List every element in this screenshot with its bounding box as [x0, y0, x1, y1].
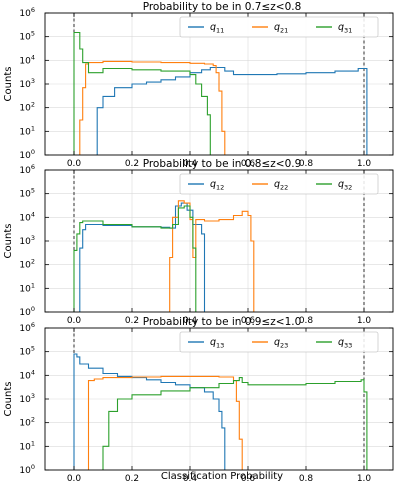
panel-z-0.9-1.0: 0.0 0.2 0.4 0.6 0.8 1.0 100 101 102 103 104 105 106 P… — [3, 316, 394, 484]
y-axis-label: Counts — [3, 67, 14, 102]
y-tick-label: 106 — [19, 321, 35, 334]
x-tick-label: 0.0 — [67, 159, 82, 169]
x-tick-label: 1.0 — [357, 159, 372, 169]
legend-entry-q31: q31 — [338, 22, 352, 35]
x-tick-label: 0.2 — [125, 159, 139, 169]
x-axis-label: Classification Probability — [161, 471, 283, 482]
y-tick-label: 104 — [19, 53, 35, 66]
histogram-q21 — [79, 60, 226, 155]
histogram-q33 — [102, 377, 368, 470]
legend-box — [179, 16, 379, 38]
y-tick-label: 105 — [19, 345, 35, 358]
y-tick-label: 101 — [19, 281, 35, 294]
y-tick-label: 100 — [19, 305, 35, 318]
y-tick-label: 102 — [19, 258, 35, 271]
x-tick-label: 0.2 — [125, 316, 139, 326]
x-tick-label: 0.8 — [299, 474, 314, 484]
y-tick-label: 100 — [19, 148, 35, 161]
legend-entry-q23: q23 — [274, 337, 288, 350]
x-tick-label: 0.0 — [67, 316, 82, 326]
y-tick-label: 105 — [19, 30, 35, 43]
y-tick-label: 102 — [19, 416, 35, 429]
x-tick-label: 0.4 — [183, 159, 198, 169]
histogram-q31 — [73, 31, 211, 155]
legend-entry-q21: q21 — [274, 22, 288, 35]
histogram-q22 — [169, 200, 255, 312]
y-tick-label: 103 — [19, 234, 35, 247]
legend-entry-q11: q11 — [210, 22, 224, 35]
histogram-q32 — [73, 205, 197, 312]
y-tick-label: 106 — [19, 163, 35, 176]
x-tick-label: 0.6 — [241, 159, 256, 169]
panel-title: Probability to be in 0.9≤z<1.0 — [143, 316, 302, 328]
y-axis-label: Counts — [3, 382, 14, 417]
histogram-q11 — [96, 66, 368, 155]
y-tick-label: 100 — [19, 463, 35, 476]
y-tick-label: 104 — [19, 368, 35, 381]
legend-entry-q12: q12 — [210, 179, 224, 192]
legend-box — [179, 331, 379, 353]
panel-title: Probability to be in 0.7≤z<0.8 — [143, 1, 302, 13]
y-tick-label: 101 — [19, 439, 35, 452]
y-tick-label: 102 — [19, 101, 35, 114]
x-tick-label: 0.6 — [241, 474, 256, 484]
x-tick-label: 1.0 — [357, 474, 372, 484]
y-tick-label: 101 — [19, 124, 35, 137]
panel-title: Probability to be in 0.8≤z<0.9 — [143, 158, 302, 170]
x-tick-label: 0.4 — [183, 474, 198, 484]
histogram-q23 — [87, 375, 243, 470]
y-tick-label: 103 — [19, 77, 35, 90]
x-tick-label: 0.2 — [125, 474, 139, 484]
y-axis-label: Counts — [3, 224, 14, 259]
y-tick-label: 105 — [19, 187, 35, 200]
x-tick-label: 0.0 — [67, 474, 82, 484]
legend-entry-q22: q22 — [274, 179, 288, 192]
legend-entry-q32: q32 — [338, 179, 352, 192]
legend-entry-q33: q33 — [338, 337, 352, 350]
x-tick-label: 0.8 — [299, 316, 314, 326]
y-tick-label: 104 — [19, 210, 35, 223]
x-tick-label: 1.0 — [357, 316, 372, 326]
x-tick-label: 0.8 — [299, 159, 314, 169]
legend-entry-q13: q13 — [210, 337, 224, 350]
histogram-q12 — [79, 202, 206, 312]
histogram-q13 — [73, 353, 226, 470]
panel-z-0.8-0.9: 0.0 0.2 0.4 0.6 0.8 1.0 100 101 102 103 104 105 106 P… — [3, 158, 394, 326]
legend-box — [179, 173, 379, 195]
y-tick-label: 103 — [19, 392, 35, 405]
x-tick-label: 0.6 — [241, 316, 256, 326]
x-tick-label: 0.4 — [183, 316, 198, 326]
panel-z-0.7-0.8: 0.0 0.2 0.4 0.6 0.8 1.0 100 101 102 103 104 105 106 P… — [3, 1, 394, 169]
y-tick-label: 106 — [19, 6, 35, 19]
